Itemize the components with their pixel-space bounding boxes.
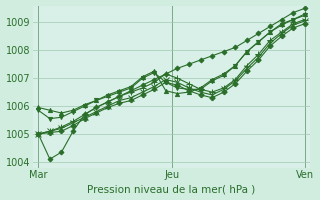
X-axis label: Pression niveau de la mer( hPa ): Pression niveau de la mer( hPa ) <box>87 184 256 194</box>
